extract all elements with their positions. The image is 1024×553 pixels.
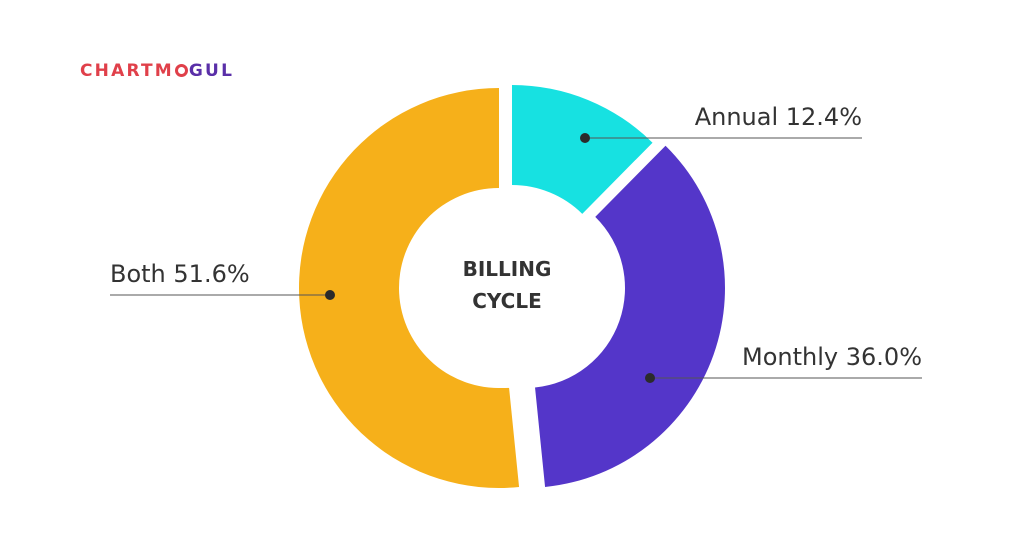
leader-dot-both xyxy=(325,290,335,300)
slice-annual xyxy=(512,85,653,214)
chartmogul-logo: CHARTM GUL xyxy=(80,58,234,84)
slice-labels: Annual 12.4% Monthly 36.0% Both 51.6% xyxy=(110,103,922,371)
leader-dot-monthly xyxy=(645,373,655,383)
logo-text-part1: CHARTM xyxy=(80,61,174,81)
donut-center: BILLING CYCLE xyxy=(405,188,605,388)
center-label-line-1: BILLING xyxy=(463,257,552,281)
slice-both xyxy=(298,88,520,488)
slice-label-annual: Annual 12.4% xyxy=(695,103,862,131)
slice-label-monthly: Monthly 36.0% xyxy=(742,343,922,371)
donut-slices xyxy=(298,85,725,488)
logo-text-part2: GUL xyxy=(188,61,235,81)
slice-monthly xyxy=(535,145,725,487)
center-label-line-2: CYCLE xyxy=(472,289,542,313)
donut-hole xyxy=(405,188,605,388)
leader-lines xyxy=(110,133,922,383)
slice-label-both: Both 51.6% xyxy=(110,260,250,288)
logo-o-mark-icon xyxy=(174,64,188,77)
leader-dot-annual xyxy=(580,133,590,143)
